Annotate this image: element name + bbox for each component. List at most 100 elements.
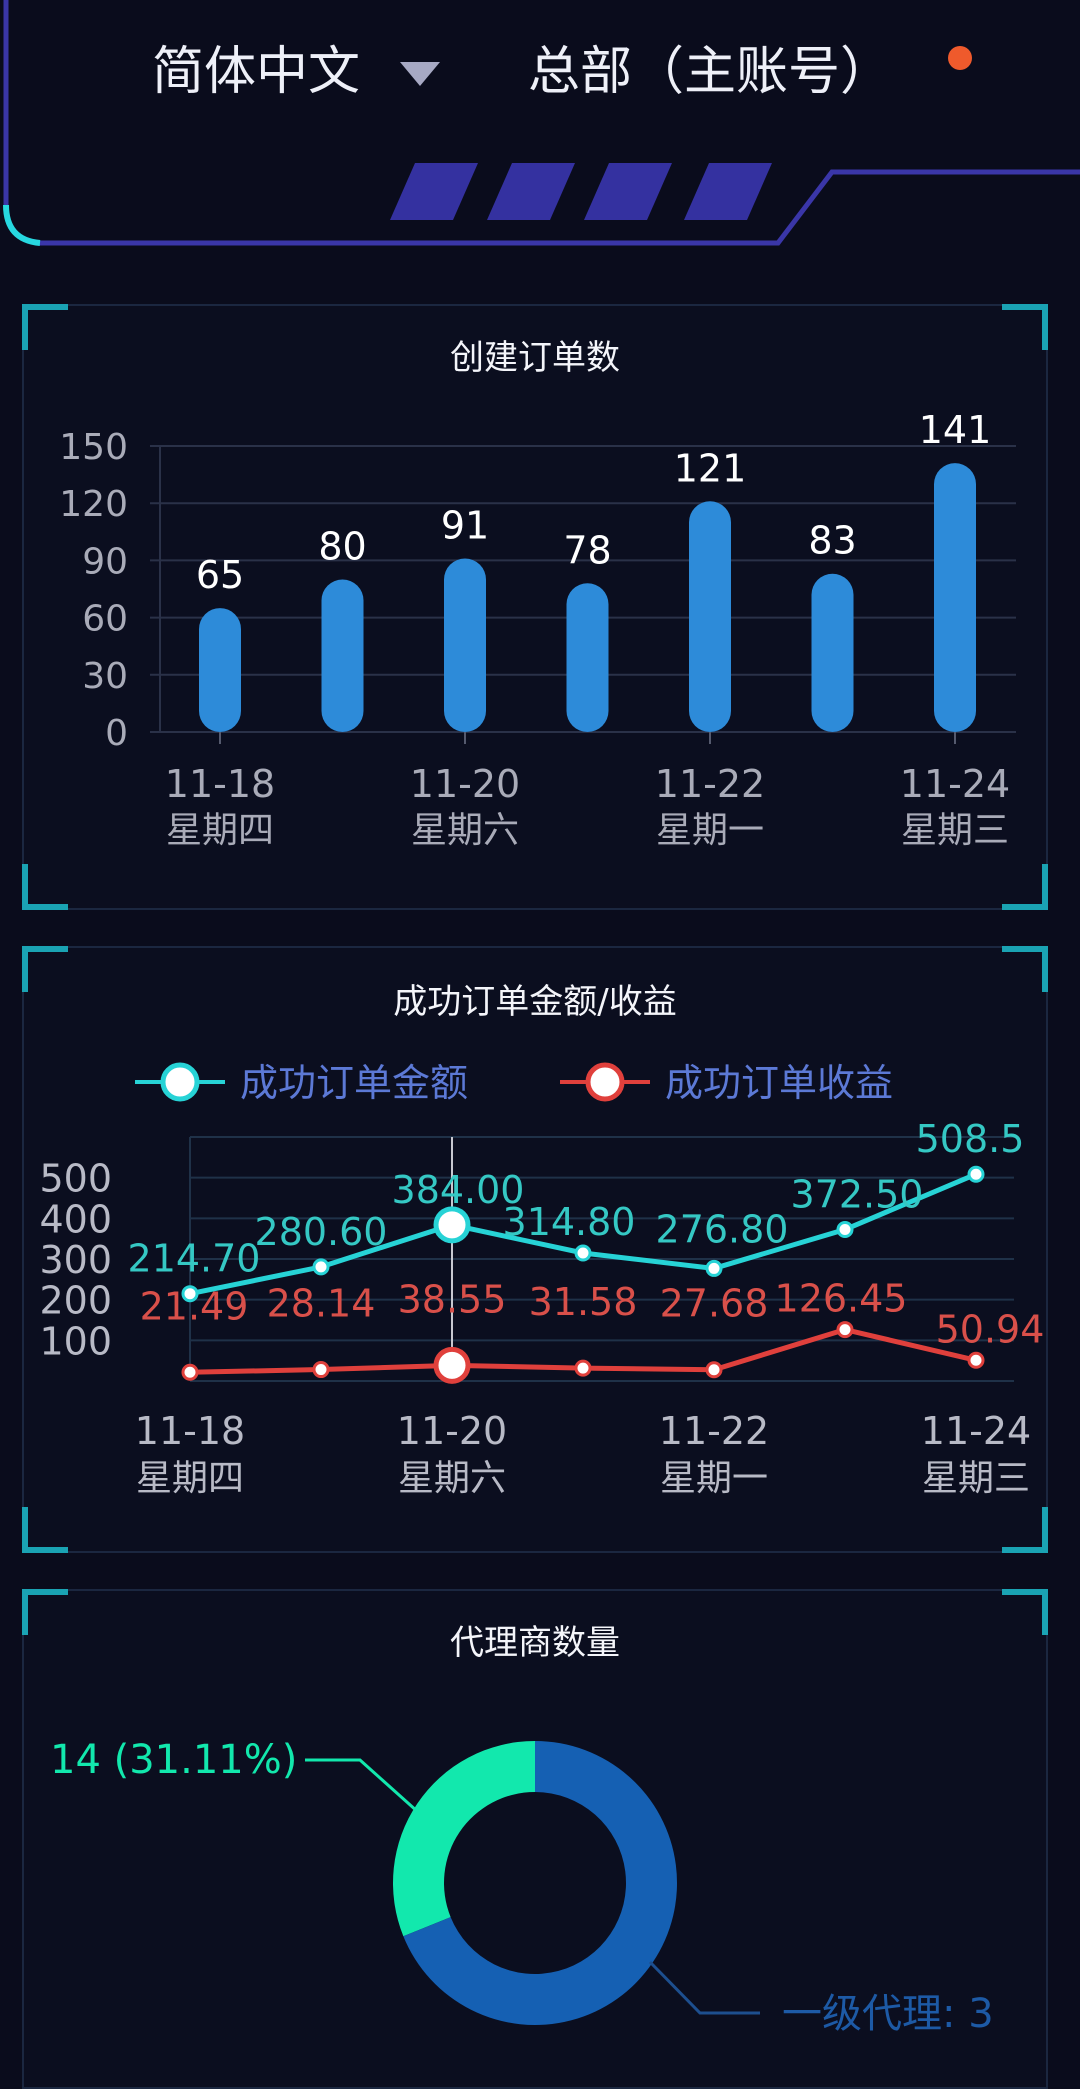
header-decoration — [3, 0, 1080, 246]
slice-label: 14 (31.11%) — [50, 1737, 297, 1783]
x-tick-date: 11-20 — [410, 762, 520, 806]
data-point — [181, 1285, 199, 1303]
data-point — [836, 1321, 854, 1339]
data-point — [574, 1244, 592, 1262]
legend-marker — [585, 1062, 625, 1102]
x-tick-date: 11-22 — [659, 1409, 769, 1453]
corner-decoration — [22, 1507, 68, 1553]
y-tick-label: 0 — [105, 713, 128, 754]
data-point — [312, 1361, 330, 1379]
x-tick-weekday: 星期六 — [398, 1458, 506, 1499]
revenue-line-chart: 成功订单金额 成功订单收益100200300400500214.70280.603… — [39, 1061, 1045, 1499]
x-tick-date: 11-22 — [655, 762, 765, 806]
bar — [689, 501, 731, 732]
bar — [566, 583, 609, 732]
x-tick-weekday: 星期一 — [660, 1458, 768, 1499]
slice-label: 一级代理: 3 — [782, 1991, 994, 2037]
bar-value-label: 80 — [318, 524, 366, 568]
x-tick-date: 11-24 — [921, 1409, 1031, 1453]
corner-decoration — [22, 864, 68, 910]
leader-line — [648, 1960, 760, 2015]
corner-decoration — [1002, 946, 1048, 992]
bar-value-label: 121 — [674, 446, 747, 490]
y-tick-label: 300 — [39, 1238, 112, 1282]
data-point — [433, 1206, 471, 1244]
x-tick-weekday: 星期三 — [922, 1458, 1030, 1499]
data-label: 38.55 — [398, 1277, 507, 1321]
data-label: 27.68 — [660, 1282, 769, 1326]
chevron-down-icon[interactable] — [400, 62, 440, 86]
legend-label: 成功订单金额 — [240, 1061, 468, 1105]
notification-dot[interactable] — [948, 46, 972, 70]
leader-line — [305, 1758, 420, 1814]
bar — [444, 558, 486, 732]
data-label: 28.14 — [267, 1282, 376, 1326]
bar-value-label: 141 — [919, 408, 992, 452]
data-point — [705, 1361, 723, 1379]
data-point — [574, 1359, 592, 1377]
data-point — [312, 1258, 330, 1276]
data-label: 31.58 — [529, 1280, 638, 1324]
legend-label: 成功订单收益 — [665, 1061, 893, 1105]
data-point — [967, 1351, 985, 1369]
data-point — [705, 1259, 723, 1277]
y-tick-label: 30 — [82, 656, 128, 697]
data-point — [967, 1165, 985, 1183]
corner-decoration — [1002, 1589, 1048, 1635]
x-tick-weekday: 星期六 — [411, 810, 519, 851]
data-label: 126.45 — [775, 1277, 908, 1321]
bar-value-label: 65 — [196, 553, 244, 597]
data-label: 280.60 — [255, 1210, 388, 1254]
bar — [811, 573, 854, 732]
x-tick-weekday: 星期四 — [136, 1458, 244, 1499]
x-tick-date: 11-18 — [165, 762, 275, 806]
language-selector[interactable]: 简体中文 — [152, 42, 361, 102]
data-label: 214.70 — [128, 1237, 261, 1281]
data-label: 508.5 — [916, 1117, 1025, 1161]
y-tick-label: 90 — [82, 541, 128, 582]
x-tick-date: 11-20 — [397, 1409, 507, 1453]
x-tick-date: 11-24 — [900, 762, 1010, 806]
x-tick-weekday: 星期三 — [901, 810, 1009, 851]
orders-chart-title: 创建订单数 — [450, 338, 620, 378]
corner-decoration — [1002, 1507, 1048, 1553]
corner-decoration — [1002, 864, 1048, 910]
legend-marker — [160, 1062, 200, 1102]
data-label: 50.94 — [936, 1307, 1045, 1351]
data-point — [181, 1363, 199, 1381]
y-tick-label: 500 — [39, 1157, 112, 1201]
data-label: 384.00 — [392, 1168, 525, 1212]
y-tick-label: 400 — [39, 1197, 112, 1241]
bar — [199, 608, 241, 732]
data-label: 314.80 — [503, 1200, 636, 1244]
y-tick-label: 100 — [39, 1319, 112, 1363]
bar — [934, 463, 976, 732]
corner-decoration — [1002, 304, 1048, 350]
account-name[interactable]: 总部（主账号） — [528, 42, 893, 102]
bar-value-label: 83 — [808, 519, 856, 563]
orders-panel: 创建订单数 — [22, 304, 1048, 910]
data-point — [433, 1346, 471, 1384]
agents-chart-title: 代理商数量 — [450, 1623, 620, 1663]
x-tick-weekday: 星期一 — [656, 810, 764, 851]
revenue-panel: 成功订单金额/收益 — [22, 946, 1048, 1553]
y-tick-label: 120 — [59, 484, 128, 525]
y-tick-label: 150 — [59, 427, 128, 468]
donut-slice — [392, 1741, 535, 1937]
corner-decoration — [22, 304, 68, 350]
donut-slice — [403, 1741, 677, 2025]
corner-decoration — [22, 946, 68, 992]
revenue-chart-title: 成功订单金额/收益 — [393, 982, 677, 1022]
data-point — [836, 1221, 854, 1239]
data-label: 372.50 — [791, 1173, 924, 1217]
bar — [321, 579, 364, 732]
data-label: 21.49 — [140, 1284, 249, 1328]
x-tick-date: 11-18 — [135, 1409, 245, 1453]
bar-value-label: 91 — [441, 503, 489, 547]
data-label: 276.80 — [656, 1207, 789, 1251]
y-tick-label: 60 — [82, 599, 128, 640]
y-tick-label: 200 — [39, 1279, 112, 1323]
bar-value-label: 78 — [563, 528, 611, 572]
